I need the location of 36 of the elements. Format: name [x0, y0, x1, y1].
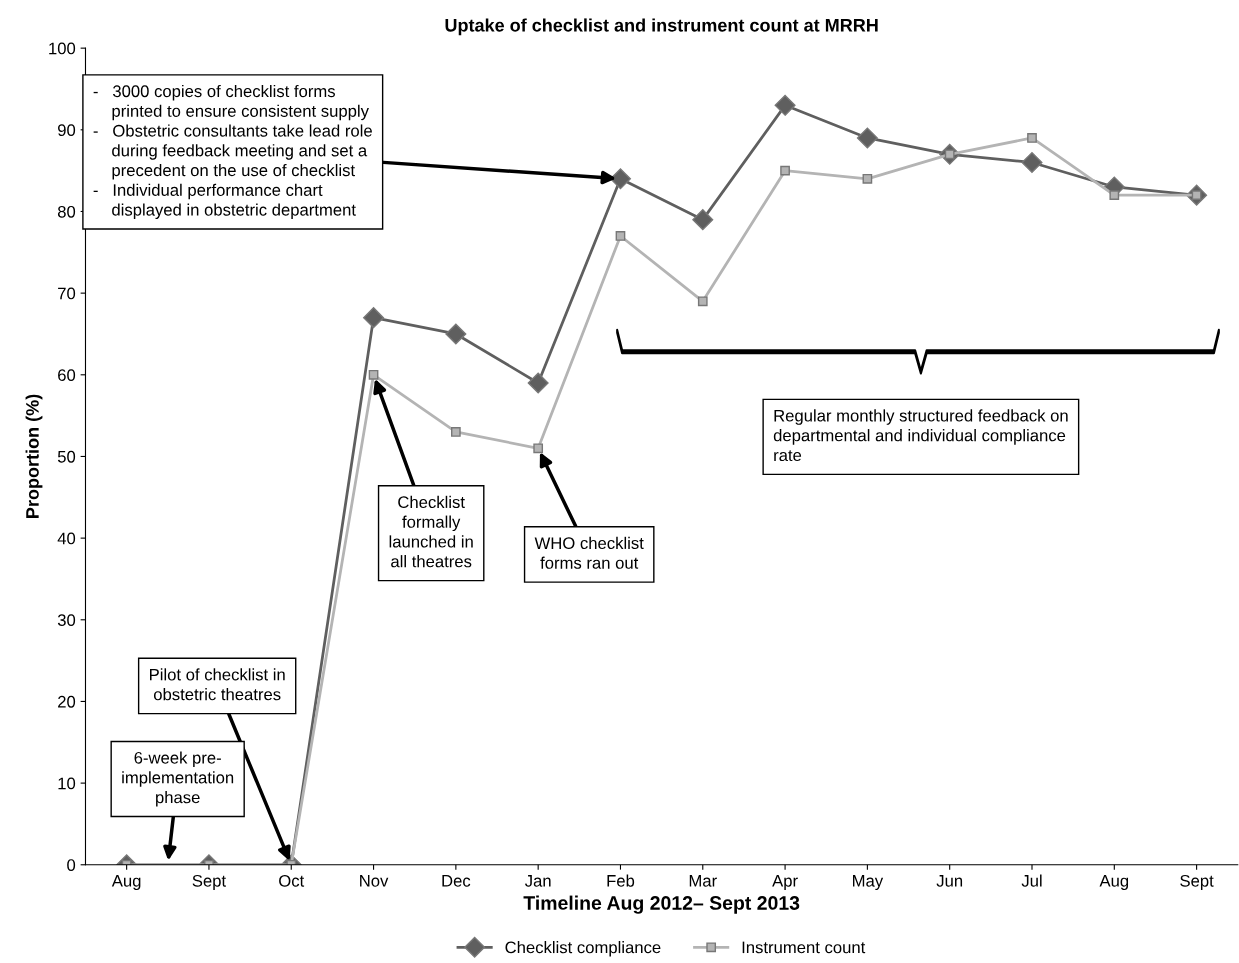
y-tick-label: 30	[57, 614, 76, 626]
x-tick-label: Aug	[111, 875, 141, 891]
y-tick-label: 90	[58, 124, 76, 137]
x-tick-label: Aug	[1099, 875, 1129, 891]
x-tick-label: Sept	[1180, 874, 1214, 891]
annotation: WHO checklist forms ran out	[534, 536, 644, 569]
annotation: Pilot of checklist in obstetric theatres	[150, 668, 285, 701]
y-tick-label: 0	[67, 859, 76, 871]
x-axis-title: Timeline Aug 2012– Sept 2013	[523, 895, 800, 914]
annotation: Checklist formally launched in all theatres	[389, 495, 473, 568]
y-tick-label: 80	[57, 205, 76, 218]
x-tick-label: Jan	[524, 875, 551, 887]
y-tick-label: 50	[57, 450, 76, 463]
y-tick-label: 70	[58, 287, 76, 300]
annotation: 6-week pre- implementation phase	[122, 751, 234, 807]
x-tick-label: May	[853, 875, 884, 891]
x-tick-label: Mar	[689, 875, 717, 887]
x-tick-label: Oct	[279, 874, 305, 887]
legend-label: Checklist compliance	[505, 941, 661, 957]
y-tick-label: 20	[58, 695, 76, 708]
x-tick-label: Jun	[936, 875, 963, 887]
chart-title: Uptake of checklist and instrument count at MRRH	[445, 18, 878, 36]
x-tick-label: Jul	[1021, 874, 1042, 887]
y-tick-label: 60	[58, 369, 76, 381]
y-axis-title: Proportion (%)	[25, 394, 43, 518]
x-tick-label: Sept	[192, 874, 226, 891]
annotation: Regular monthly structured feedback on departmental and individual compliance rate	[773, 409, 1068, 462]
y-tick-label: 100	[49, 42, 76, 55]
x-tick-label: Nov	[360, 875, 389, 887]
annotation: - 3000 copies of checklist forms printed to ensure consistent supply - Obstetric consultants take lead role during feedback meeting and set a precedent on the use of checklist - Individual performance chart displayed in obstetric department	[93, 84, 372, 220]
y-tick-label: 40	[57, 532, 76, 545]
legend-label: Instrument count	[742, 941, 866, 954]
x-tick-label: Apr	[772, 875, 798, 891]
x-tick-label: Dec	[442, 875, 471, 887]
y-tick-label: 10	[58, 777, 76, 790]
x-tick-label: Feb	[607, 874, 635, 887]
